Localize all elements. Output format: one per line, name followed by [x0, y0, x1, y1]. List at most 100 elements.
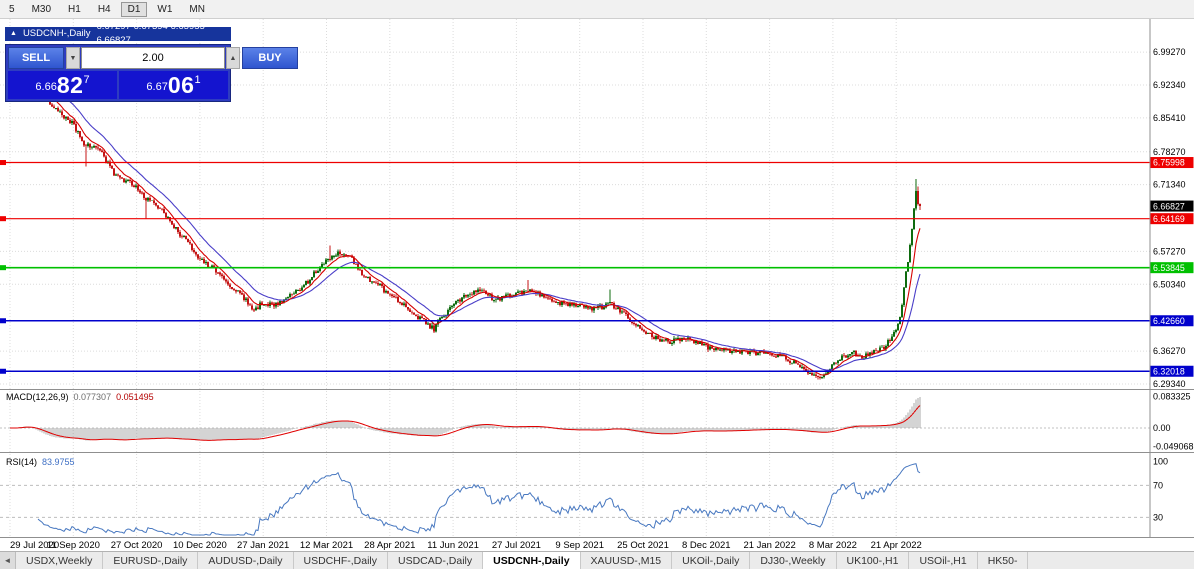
chart-tab-ukoil-daily[interactable]: UKOil-,Daily [672, 552, 751, 569]
timeframe-toolbar: 5 M30 H1 H4 D1 W1 MN [0, 0, 1194, 19]
buy-button[interactable]: BUY [242, 47, 298, 69]
chart-tab-audusd-daily[interactable]: AUDUSD-,Daily [198, 552, 294, 569]
trade-prices-row: 6.66 82 7 6.67 06 1 [8, 71, 228, 99]
price-badge: 6.64169 [1150, 213, 1194, 225]
date-label: 27 Oct 2020 [111, 540, 163, 551]
scale-label: 100 [1153, 456, 1168, 466]
rsi-line [37, 463, 921, 536]
timeframe-button-H4[interactable]: H4 [91, 2, 118, 17]
scale-label: 6.99270 [1153, 47, 1186, 57]
scale-label: 0.083325 [1153, 391, 1191, 401]
sell-button[interactable]: SELL [8, 47, 64, 69]
chart-symbol-label: USDCNH-,Daily [22, 28, 91, 39]
scale-label: 70 [1153, 480, 1163, 490]
scale-label: 6.92340 [1153, 80, 1186, 90]
horizontal-line-6.75998[interactable] [0, 160, 1150, 166]
chart-tab-xauusd-m15[interactable]: XAUUSD-,M15 [580, 552, 673, 569]
svg-text:6.75998: 6.75998 [1153, 158, 1185, 168]
timeframe-button-H1[interactable]: H1 [61, 2, 88, 17]
horizontal-line-6.53845[interactable] [0, 265, 1150, 271]
ma-slow-line [9, 59, 921, 371]
horizontal-line-6.42660[interactable] [0, 318, 1150, 324]
chart-tab-usdchf-daily[interactable]: USDCHF-,Daily [293, 552, 389, 569]
date-label: 11 Jun 2021 [427, 540, 479, 551]
chart-tab-usdx-weekly[interactable]: USDX,Weekly [16, 552, 104, 569]
price-badge: 6.42660 [1150, 315, 1194, 327]
horizontal-line-6.64169[interactable] [0, 216, 1150, 222]
chart-grid [0, 19, 1150, 537]
scale-label: 6.57270 [1153, 246, 1186, 256]
chart-tabs: USDX,Weekly EURUSD-,Daily AUDUSD-,Daily USD… [16, 552, 1194, 569]
timeframe-button-5[interactable]: 5 [2, 2, 22, 17]
date-label: 21 Apr 2022 [871, 540, 922, 551]
date-label: 12 Mar 2021 [300, 540, 353, 551]
chart-tab-eurusd-daily[interactable]: EURUSD-,Daily [103, 552, 199, 569]
chart-tab-uk100-h1[interactable]: UK100-,H1 [836, 552, 910, 569]
buy-price-display[interactable]: 6.67 06 1 [119, 71, 228, 99]
horizontal-line-6.32018[interactable] [0, 368, 1150, 374]
date-label: 9 Sep 2021 [555, 540, 604, 551]
sell-price-major: 6.66 [35, 81, 57, 93]
buy-price-pips: 06 [167, 72, 195, 98]
trade-controls-row: SELL ▼ ▲ BUY [8, 47, 298, 69]
macd-label: MACD(12,26,9) 0.077307 0.051495 [6, 392, 154, 402]
timeframe-button-M30[interactable]: M30 [25, 2, 58, 17]
chart-tab-usdcad-daily[interactable]: USDCAD-,Daily [388, 552, 484, 569]
timeframe-button-MN[interactable]: MN [182, 2, 212, 17]
date-label: 11 Sep 2020 [47, 540, 100, 551]
collapse-panel-icon[interactable]: ▲ [10, 30, 17, 37]
chart-tab-usoil-h1[interactable]: USOil-,H1 [909, 552, 978, 569]
scale-label: -0.049068 [1153, 442, 1194, 452]
chart-tab-bar: ◄ USDX,Weekly EURUSD-,Daily AUDUSD-,Daily U… [0, 551, 1194, 569]
buy-price-point: 1 [194, 74, 201, 86]
chart-window-title: ▲ USDCNH-,Daily 6.67297 6.67394 6.65955 … [5, 21, 231, 46]
svg-text:6.53845: 6.53845 [1153, 263, 1185, 273]
scale-label: 0.00 [1153, 423, 1171, 433]
buy-price-major: 6.67 [146, 81, 168, 93]
price-chart[interactable]: 6.99270 6.92340 6.85410 6.78270 6.71340 6.572… [0, 19, 1194, 551]
rsi-label: RSI(14) 83.9755 [6, 457, 75, 467]
sell-price-point: 7 [83, 74, 90, 86]
sell-price-pips: 82 [56, 72, 84, 98]
scale-label: 6.71340 [1153, 180, 1186, 190]
chart-tab-dj30-weekly[interactable]: DJ30-,Weekly [750, 552, 837, 569]
date-label: 25 Oct 2021 [617, 540, 669, 551]
price-badge: 6.32018 [1150, 365, 1194, 377]
macd-signal-line [9, 405, 921, 441]
scale-label: 6.78270 [1153, 147, 1186, 157]
date-label: 27 Jul 2021 [492, 540, 541, 551]
chart-area: 6.99270 6.92340 6.85410 6.78270 6.71340 6.572… [0, 19, 1194, 551]
volume-input[interactable] [81, 47, 225, 69]
scale-label: 30 [1153, 512, 1163, 522]
price-badge: 6.66827 [1150, 200, 1194, 212]
svg-text:6.32018: 6.32018 [1153, 366, 1185, 376]
date-label: 8 Dec 2021 [682, 540, 731, 551]
svg-text:6.66827: 6.66827 [1153, 201, 1185, 211]
date-label: 8 Mar 2022 [809, 540, 857, 551]
chart-tab-usdcnh-daily[interactable]: USDCNH-,Daily [483, 552, 581, 569]
timeframe-button-D1[interactable]: D1 [120, 1, 148, 17]
timeframe-button-W1[interactable]: W1 [150, 2, 179, 17]
date-label: 29 Jul 2020 [10, 540, 59, 551]
svg-text:6.64169: 6.64169 [1153, 214, 1185, 224]
ma-fast-line [9, 57, 921, 376]
price-badge: 6.75998 [1150, 157, 1194, 169]
volume-decrease-button[interactable]: ▼ [66, 47, 80, 69]
tab-scroll-left-button[interactable]: ◄ [0, 552, 16, 569]
scale-label: 6.50340 [1153, 279, 1186, 289]
chart-ohlc-values: 6.67297 6.67394 6.65955 6.66827 [96, 21, 205, 46]
date-label: 27 Jan 2021 [237, 540, 289, 551]
macd-histogram [11, 397, 921, 441]
chart-tab-hk50[interactable]: HK50- [977, 552, 1029, 569]
date-label: 28 Apr 2021 [364, 540, 415, 551]
date-label: 10 Dec 2020 [173, 540, 227, 551]
svg-text:6.42660: 6.42660 [1153, 316, 1185, 326]
scale-label: 6.85410 [1153, 113, 1186, 123]
sell-price-display[interactable]: 6.66 82 7 [8, 71, 117, 99]
volume-increase-button[interactable]: ▲ [226, 47, 240, 69]
volume-group: ▼ ▲ [66, 47, 240, 69]
date-label: 21 Jan 2022 [743, 540, 795, 551]
scale-label: 6.36270 [1153, 346, 1186, 356]
